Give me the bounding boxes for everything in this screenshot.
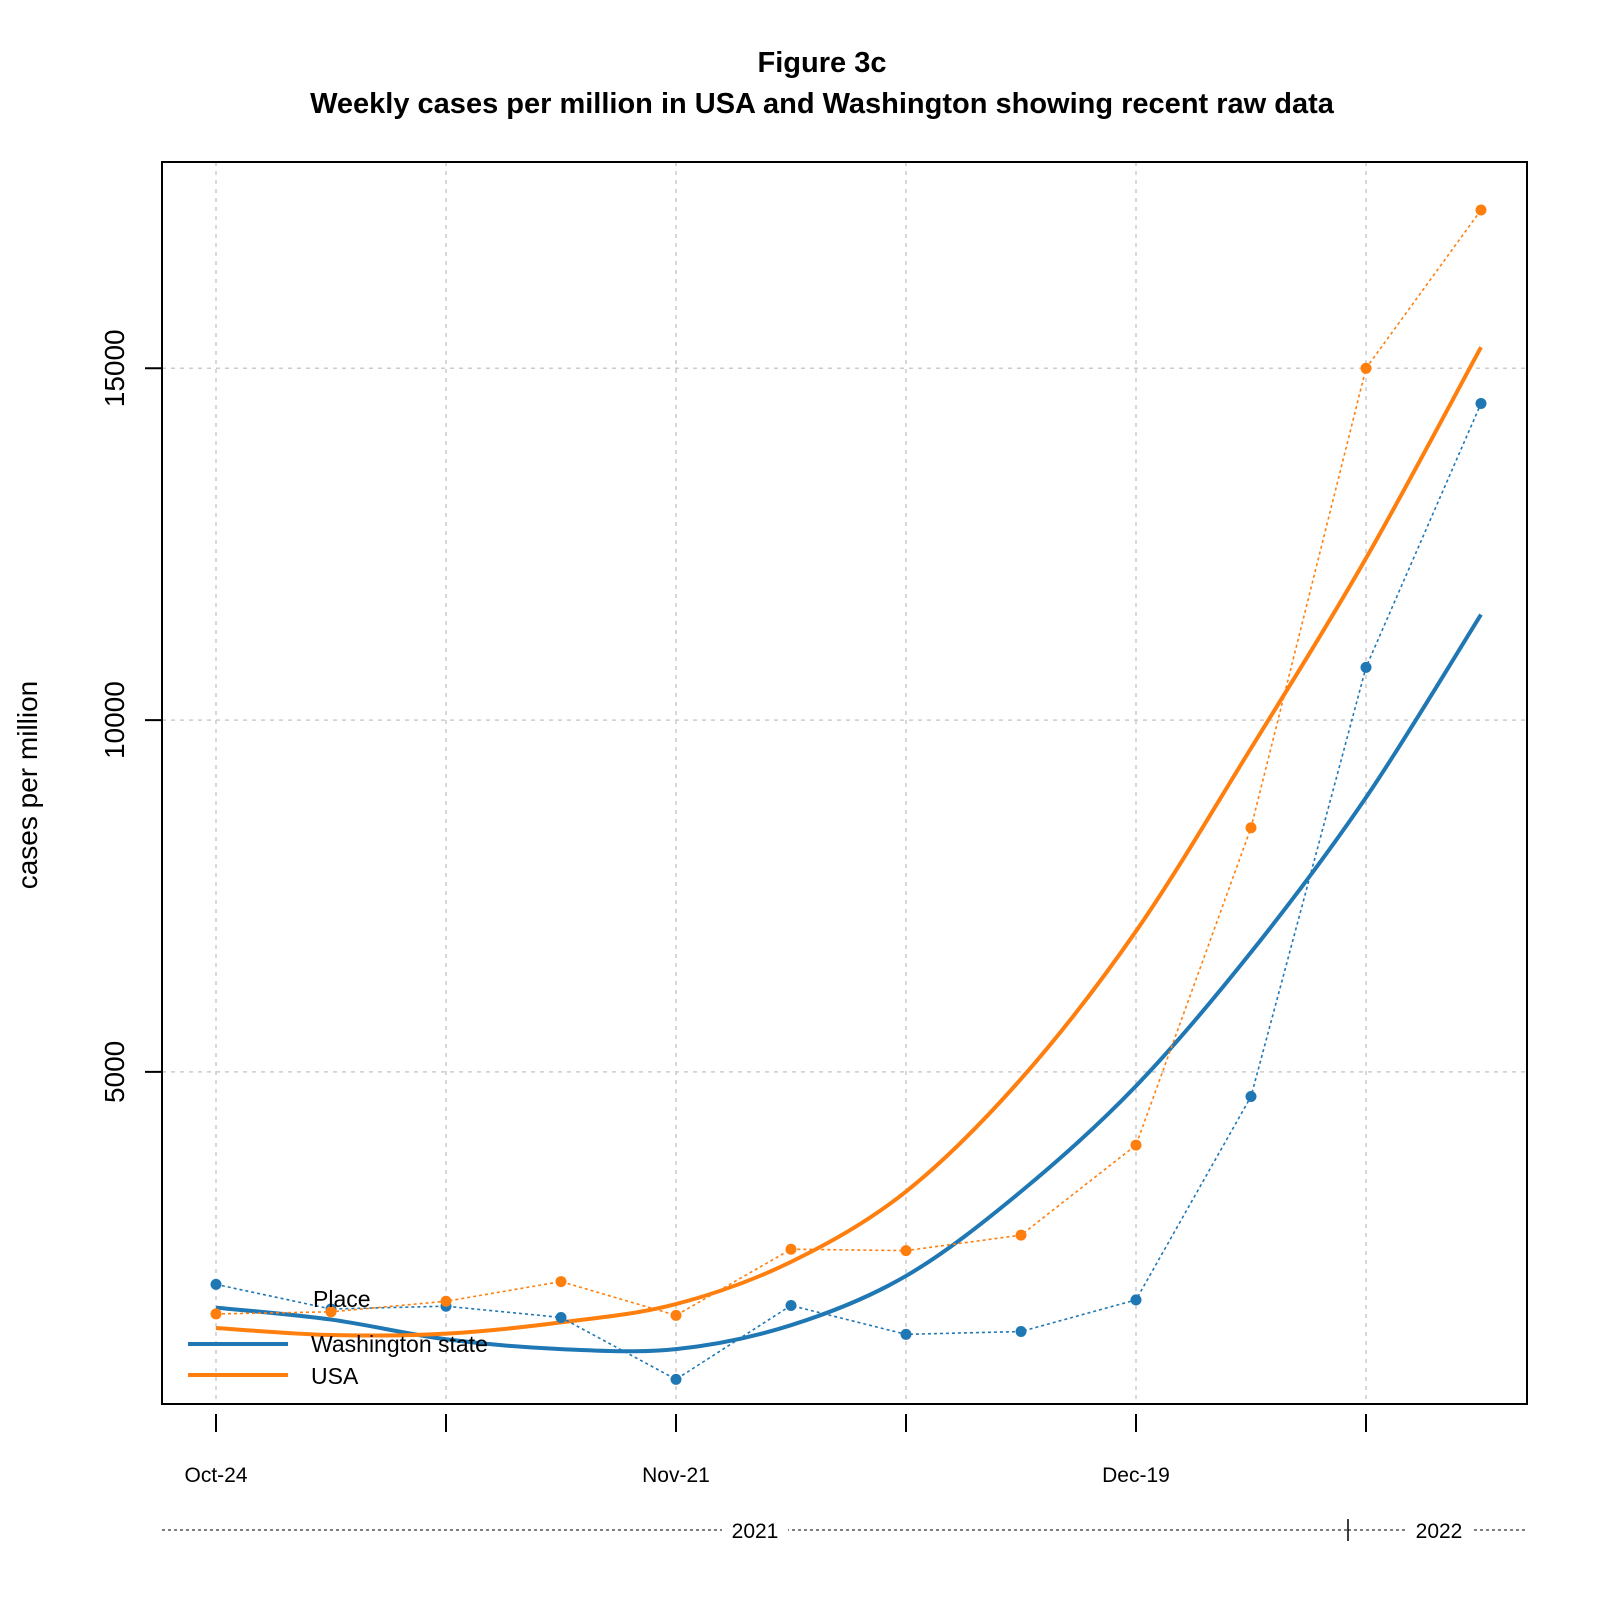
y-tick-label: 15000	[99, 329, 130, 407]
smooth-lines	[215, 346, 1483, 1354]
data-point-usa	[670, 1309, 682, 1321]
data-point-washington-state	[1015, 1326, 1027, 1338]
data-point-usa	[1360, 362, 1372, 374]
data-point-washington-state	[1245, 1091, 1257, 1103]
plot-frame	[161, 161, 1528, 1405]
data-point-washington-state	[900, 1328, 912, 1340]
year-label-2022: 2022	[1416, 1520, 1463, 1543]
year-label-2022-bg	[1406, 1516, 1472, 1544]
data-point-usa	[1130, 1139, 1142, 1151]
year-axis: 2021 2022	[162, 1516, 1527, 1544]
data-point-usa	[210, 1308, 222, 1320]
legend-label-usa: USA	[311, 1363, 359, 1389]
x-tick-label: Dec-19	[1102, 1464, 1170, 1487]
data-point-usa	[555, 1276, 567, 1288]
data-point-usa	[440, 1295, 452, 1307]
data-point-washington-state	[1360, 661, 1372, 673]
data-point-washington-state	[670, 1373, 682, 1385]
legend: Place Washington state USA	[188, 1286, 488, 1389]
data-point-usa	[900, 1245, 912, 1257]
chart-subtitle: Weekly cases per million in USA and Wash…	[310, 88, 1335, 120]
data-point-usa	[325, 1306, 337, 1318]
data-point-washington-state	[210, 1278, 222, 1290]
x-tick-label: Nov-21	[642, 1464, 710, 1487]
data-point-usa	[1475, 204, 1487, 216]
data-point-usa	[1245, 822, 1257, 834]
data-point-washington-state	[555, 1311, 567, 1323]
raw-points	[210, 204, 1487, 1385]
year-label-2021: 2021	[732, 1520, 779, 1543]
smooth-line-washington-state	[215, 613, 1483, 1354]
data-point-usa	[785, 1243, 797, 1255]
raw-lines	[215, 209, 1482, 1381]
y-axis: 5000 10000 15000	[99, 329, 162, 1103]
y-tick-label: 10000	[99, 681, 130, 759]
raw-line-washington-state	[215, 403, 1482, 1381]
data-point-washington-state	[1475, 397, 1487, 409]
y-tick-label: 5000	[99, 1041, 130, 1103]
data-point-washington-state	[1130, 1294, 1142, 1306]
chart-title: Figure 3c	[758, 47, 887, 79]
y-axis-label: cases per million	[12, 681, 43, 890]
legend-label-washington: Washington state	[311, 1331, 488, 1357]
legend-title: Place	[313, 1286, 371, 1312]
data-point-usa	[1015, 1229, 1027, 1241]
raw-line-usa	[215, 209, 1482, 1317]
data-point-washington-state	[785, 1299, 797, 1311]
x-axis: Oct-24 Nov-21 Dec-19	[184, 1414, 1367, 1487]
grid-lines	[162, 162, 1527, 1404]
year-label-2021-bg	[722, 1516, 788, 1544]
smooth-line-usa	[215, 346, 1483, 1338]
x-tick-label: Oct-24	[184, 1464, 247, 1487]
